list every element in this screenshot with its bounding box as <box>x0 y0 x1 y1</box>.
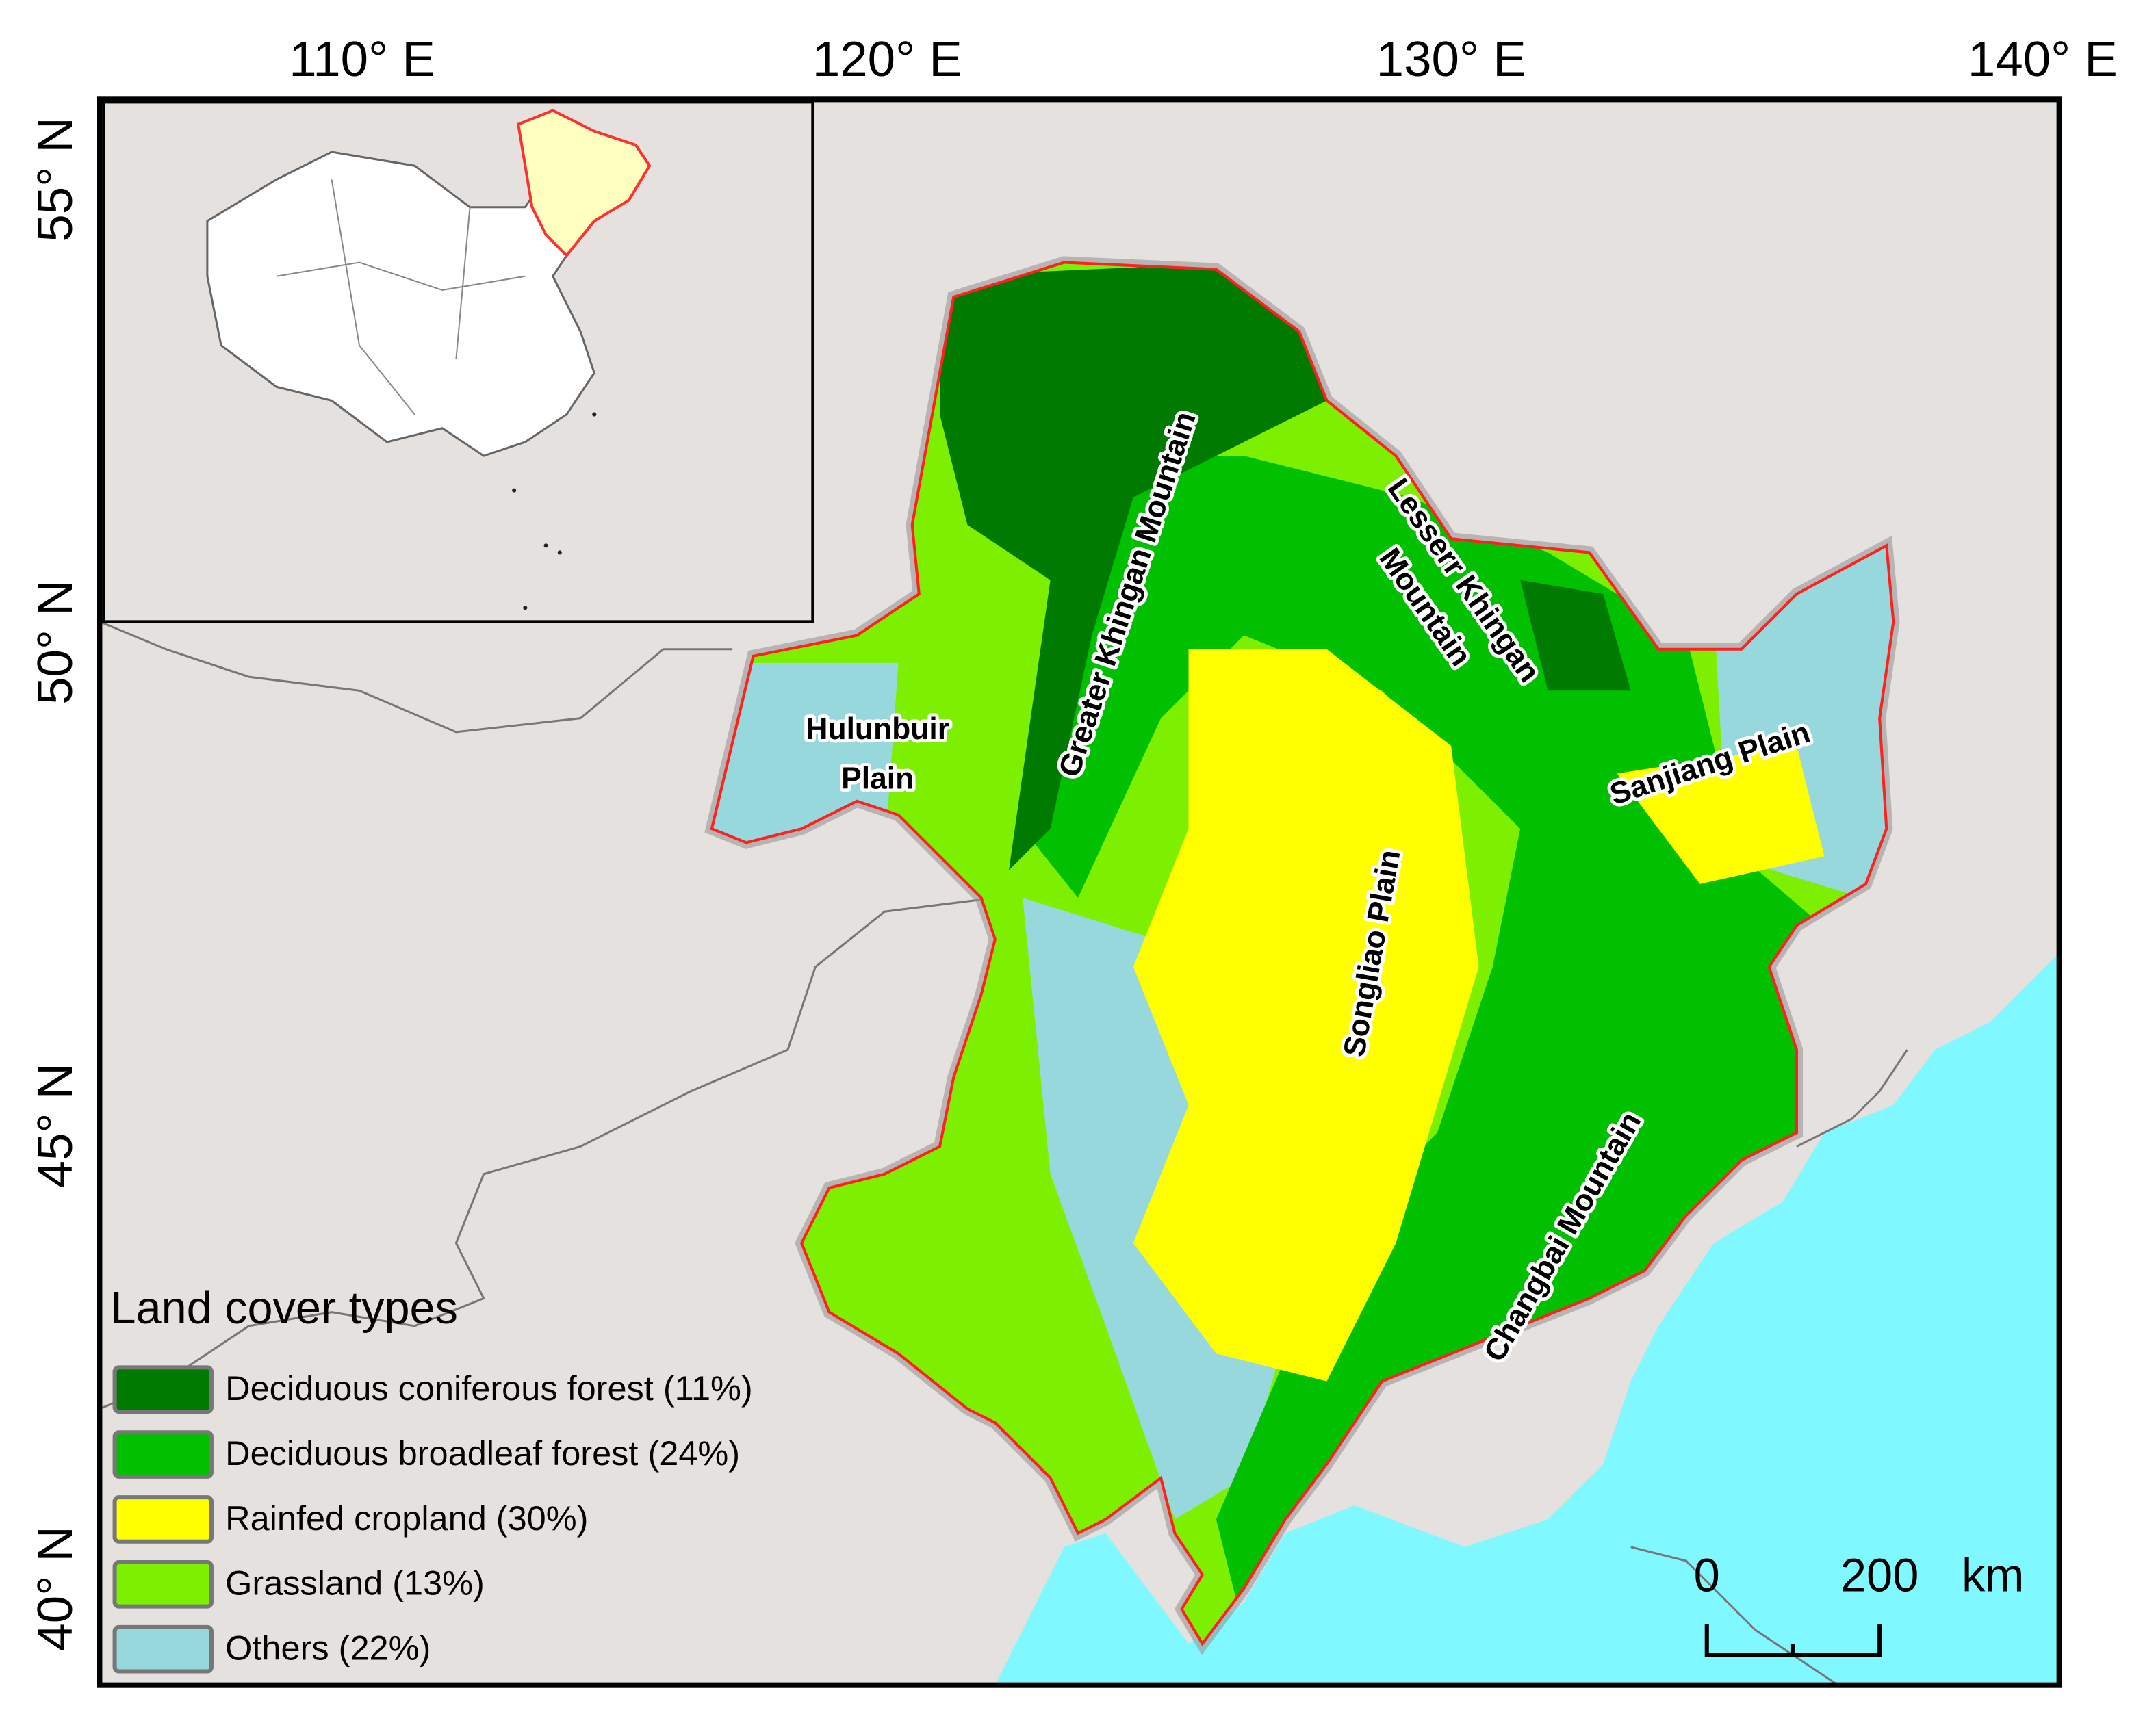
legend-swatch <box>112 1624 214 1674</box>
inset-map <box>102 101 814 623</box>
scale-bar: 0 200 km <box>1694 1549 2024 1657</box>
longitude-label: 120° E <box>812 31 962 87</box>
longitude-label: 130° E <box>1376 31 1526 87</box>
latitude-label: 50° N <box>27 580 83 705</box>
longitude-label: 110° E <box>289 31 435 87</box>
legend-label: Rainfed cropland (30%) <box>225 1499 588 1538</box>
basemap <box>99 99 2059 1685</box>
map-frame <box>97 96 2062 1688</box>
latitude-label: 55° N <box>27 117 83 242</box>
legend-swatch <box>112 1430 214 1479</box>
legend-swatch <box>112 1559 214 1609</box>
legend-title: Land cover types <box>111 1283 458 1334</box>
legend-swatch <box>112 1495 214 1544</box>
latitude-label: 45° N <box>27 1063 83 1189</box>
legend-label: Deciduous broadleaf forest (24%) <box>225 1434 740 1473</box>
scale-end: 200 <box>1840 1549 1919 1601</box>
legend-label: Deciduous coniferous forest (11%) <box>225 1369 753 1408</box>
region-label: Hulunbuir Plain <box>806 712 949 796</box>
scale-unit: km <box>1962 1549 2024 1601</box>
scale-start: 0 <box>1694 1549 1720 1601</box>
longitude-label: 140° E <box>1968 31 2118 87</box>
graticule-labels: 110° E 120° E 130° E 140° E 55° N 50° N … <box>27 31 2118 1651</box>
latitude-label: 40° N <box>27 1526 83 1651</box>
legend: Land cover types Deciduous coniferous fo… <box>111 1283 753 1674</box>
legend-label: Grassland (13%) <box>225 1564 485 1603</box>
legend-label: Others (22%) <box>225 1629 431 1668</box>
legend-swatch <box>112 1365 214 1414</box>
